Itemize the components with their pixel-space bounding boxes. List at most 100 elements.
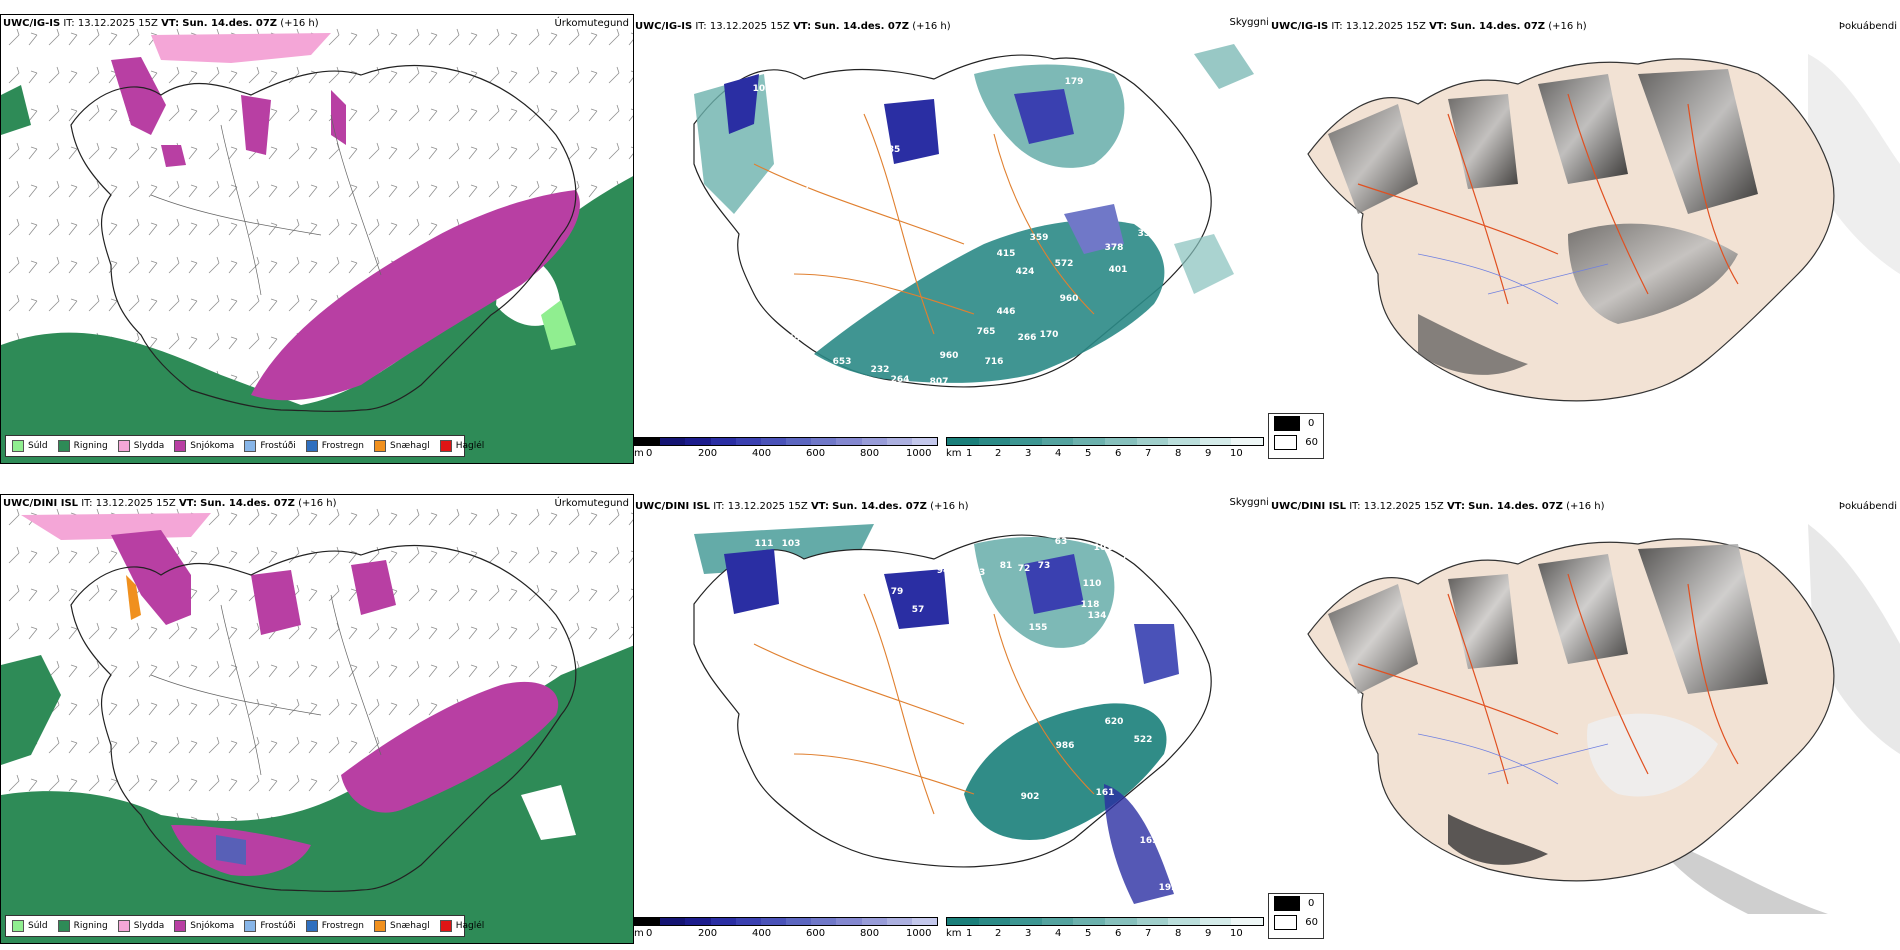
model-name: UWC/DINI ISL	[1271, 501, 1347, 512]
cloud-label: 110	[1083, 579, 1102, 589]
it-value: 13.12.2025 15Z	[1363, 501, 1444, 512]
vt-label: VT:	[1446, 501, 1465, 512]
cloud-label: 229	[1157, 229, 1176, 239]
legend-label: Snjókoma	[190, 441, 235, 451]
lead-time: (+16 h)	[298, 498, 337, 509]
cloud-map-graphic: 111 103 95 161 115 79 57 94 75 63 81 72 …	[634, 494, 1270, 914]
cloud-label: 118	[1081, 600, 1100, 610]
it-label: IT:	[1331, 21, 1343, 32]
visibility-tick: 3	[1025, 928, 1032, 939]
precip-map-title: Úrkomutegund	[554, 18, 629, 29]
cloud-label: 101	[1094, 543, 1113, 553]
legend-label: Snæhagl	[390, 441, 430, 451]
cloud-label: 155	[1029, 623, 1048, 633]
cloud-map-title: Skyggni	[1229, 17, 1269, 28]
legend-item: Snjókoma	[174, 920, 234, 932]
vt-label: VT:	[793, 21, 812, 32]
precip-map-header: UWC/DINI ISL IT: 13.12.2025 15Z VT: Sun.…	[3, 498, 337, 510]
legend-label: Súld	[28, 441, 48, 451]
model-name: UWC/DINI ISL	[3, 498, 79, 509]
cloud-label: 279	[777, 119, 796, 129]
cloud-label: 378	[1105, 243, 1124, 253]
visibility-tick: 7	[1145, 448, 1152, 459]
vt-value: Sun. 14.des. 07Z	[814, 21, 910, 32]
cloud-label: 960	[1060, 294, 1079, 304]
cloudbase-colorbar: m 0 200 400 600 800 1000	[634, 437, 944, 462]
cloud-label: 73	[1038, 561, 1051, 571]
precip-legend: Súld Rigning Slydda Snjókoma Frostúði Fr…	[5, 915, 484, 937]
cloud-map-header: UWC/IG-IS IT: 13.12.2025 15Z VT: Sun. 14…	[635, 21, 951, 33]
visibility-tick: 2	[995, 448, 1002, 459]
it-label: IT:	[63, 18, 75, 29]
cloud-map-header: UWC/DINI ISL IT: 13.12.2025 15Z VT: Sun.…	[635, 501, 969, 513]
cloud-label: 183	[779, 95, 798, 105]
fog-key-row: 60	[1269, 913, 1323, 932]
it-value: 13.12.2025 15Z	[95, 498, 176, 509]
precip-map-graphic	[1, 15, 633, 463]
vt-value: Sun. 14.des. 07Z	[832, 501, 927, 512]
cloudbase-visibility-map-top: 300 108 183 279 152 101 73 92 85 80 87 1…	[634, 14, 1270, 464]
visibility-tick: 6	[1115, 448, 1122, 459]
legend-swatch	[374, 920, 387, 932]
lead-time: (+16 h)	[912, 21, 951, 32]
cloudbase-tick: 800	[860, 928, 880, 939]
legend-item: Slydda	[117, 440, 164, 452]
precip-map-graphic	[1, 495, 633, 943]
legend-item: Frostregn	[305, 920, 364, 932]
cloud-label: 920	[831, 815, 850, 825]
it-label: IT:	[695, 21, 707, 32]
cloudbase-tick: 600	[806, 448, 826, 459]
cloud-label: 137	[913, 851, 932, 861]
cloud-label: 415	[997, 249, 1016, 259]
it-label: IT:	[713, 501, 725, 512]
fog-index-map-bottom: UWC/DINI ISL IT: 13.12.2025 15Z VT: Sun.…	[1268, 494, 1900, 944]
visibility-unit: km	[946, 448, 962, 459]
cloud-label: 94	[937, 566, 950, 576]
fog-key-swatch	[1274, 416, 1300, 431]
visibility-tick: 6	[1115, 928, 1122, 939]
cloudbase-visibility-map-bottom: 111 103 95 161 115 79 57 94 75 63 81 72 …	[634, 494, 1270, 944]
it-value: 13.12.2025 15Z	[727, 501, 808, 512]
cloud-label: 170	[1040, 330, 1059, 340]
cloud-label: 424	[1016, 267, 1035, 277]
precip-map-title: Úrkomutegund	[554, 498, 629, 509]
visibility-tick: 5	[1085, 448, 1092, 459]
cloud-label: 274	[887, 388, 906, 398]
lead-time: (+16 h)	[1548, 21, 1587, 32]
visibility-colorbar-strip	[946, 917, 1264, 926]
cloudbase-tick: 600	[806, 928, 826, 939]
it-value: 13.12.2025 15Z	[1345, 21, 1426, 32]
legend-label: Snjókoma	[190, 921, 235, 931]
legend-label: Snæhagl	[390, 921, 430, 931]
legend-item: Frostúði	[244, 920, 296, 932]
cloud-label: 716	[985, 357, 1004, 367]
it-value: 13.12.2025 15Z	[709, 21, 790, 32]
cloud-map-graphic: 300 108 183 279 152 101 73 92 85 80 87 1…	[634, 14, 1270, 434]
cloudbase-tick: 200	[698, 448, 718, 459]
vt-label: VT:	[178, 498, 197, 509]
cloudbase-tick: 200	[698, 928, 718, 939]
cloud-label: 165	[1140, 836, 1159, 846]
cloud-label: 522	[1134, 735, 1153, 745]
cloud-label: 108	[753, 84, 772, 94]
cloud-label: 81	[1000, 561, 1013, 571]
cloud-label: 78	[1122, 552, 1135, 562]
cloudbase-tick: 400	[752, 448, 772, 459]
cloud-label: 85	[888, 145, 901, 155]
legend-label: Haglél	[455, 441, 485, 451]
visibility-tick: 9	[1205, 928, 1212, 939]
precip-type-map-bottom: UWC/DINI ISL IT: 13.12.2025 15Z VT: Sun.…	[0, 494, 634, 944]
legend-item: Frostúði	[244, 440, 296, 452]
cloud-label: 986	[1056, 741, 1075, 751]
fog-key-label: 0	[1308, 418, 1315, 429]
legend-item: Snæhagl	[374, 440, 430, 452]
cloud-label: 653	[833, 357, 852, 367]
legend-swatch	[57, 440, 70, 452]
fog-map-graphic	[1268, 494, 1900, 914]
vt-value: Sun. 14.des. 07Z	[182, 18, 278, 29]
visibility-tick: 1	[966, 928, 973, 939]
cloud-label: 272	[1162, 214, 1181, 224]
cloudbase-tick: 1000	[906, 448, 932, 459]
precip-map-header: UWC/IG-IS IT: 13.12.2025 15Z VT: Sun. 14…	[3, 18, 319, 30]
legend-item: Súld	[12, 920, 48, 932]
